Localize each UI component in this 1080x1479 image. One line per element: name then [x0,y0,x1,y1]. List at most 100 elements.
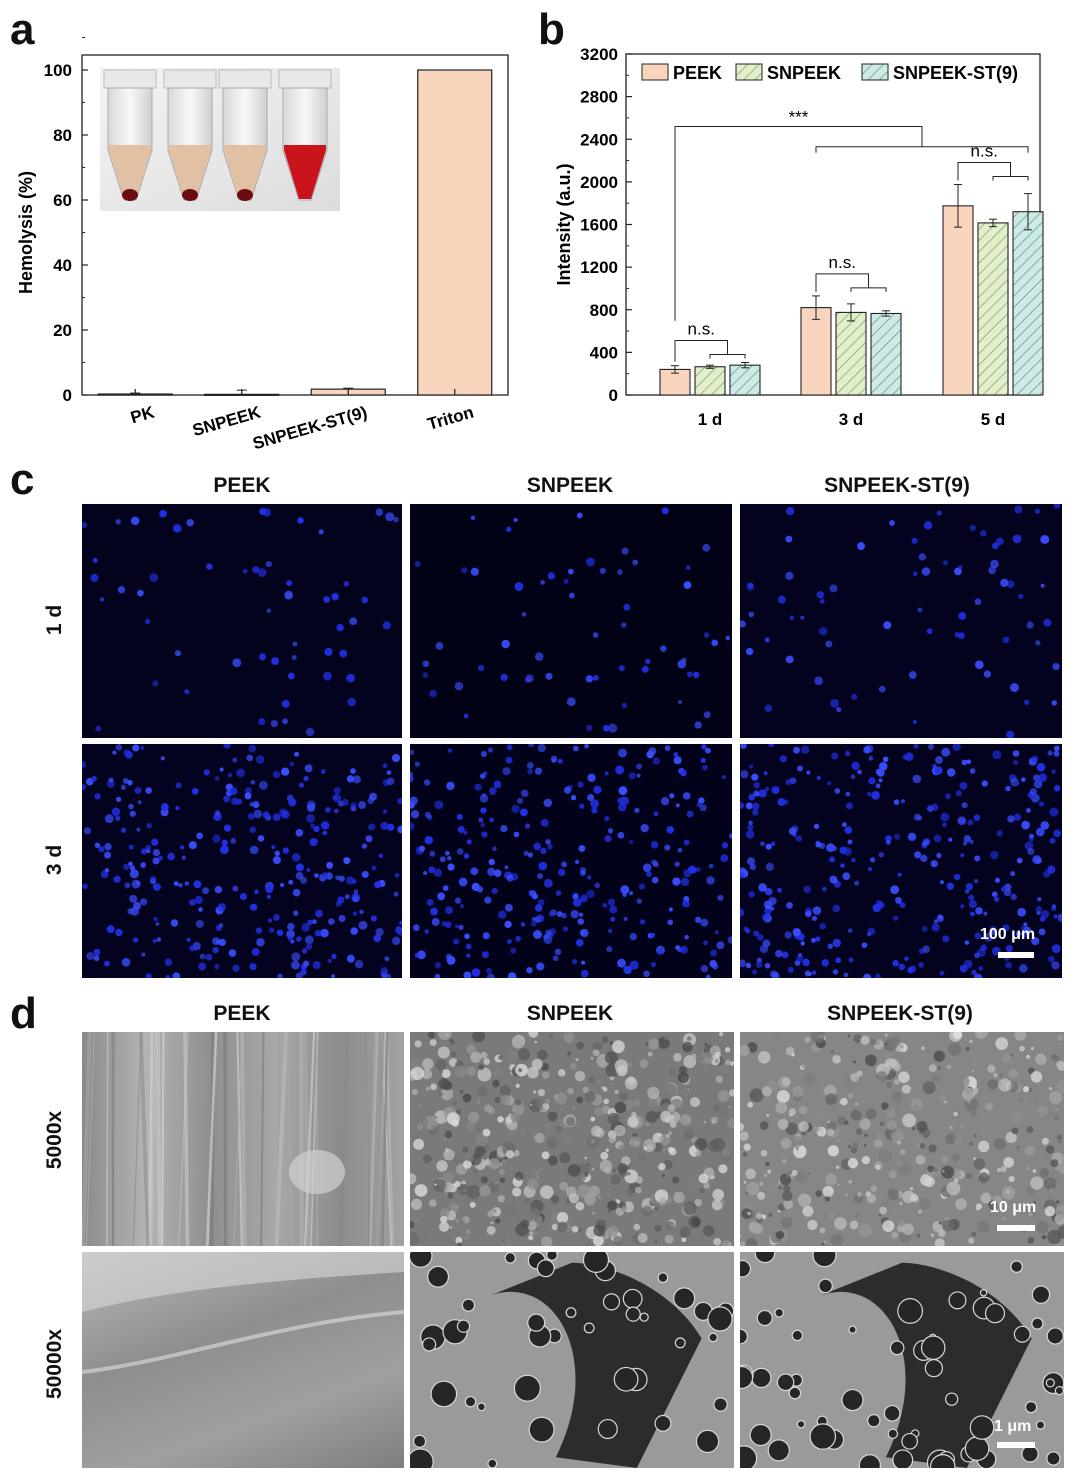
surface-grain [660,1110,672,1123]
surface-grain [498,1168,505,1176]
surface-grain [433,1178,447,1192]
cell-nucleus [288,798,297,807]
surface-grain [459,1089,464,1094]
sem-pore [883,1404,901,1422]
sem-pore [818,1278,833,1294]
cell-nucleus [305,943,313,950]
cell-nucleus [334,808,339,814]
surface-grain [537,1049,548,1061]
surface-grain [563,1032,575,1044]
cell-nucleus [397,797,402,805]
cell-nucleus [811,937,816,943]
surface-grain [1005,1131,1017,1144]
sem-pore [754,1252,776,1264]
cell-nucleus [295,829,304,837]
cell-nucleus [578,844,586,852]
surface-grain [1052,1169,1062,1179]
surface-grain [437,1032,452,1040]
surface-grain [919,1142,926,1149]
cell-nucleus [322,830,328,836]
surface-grain [584,1193,597,1206]
cell-nucleus [346,954,355,963]
cell-nucleus [931,923,940,932]
cell-nucleus [358,801,367,809]
cell-nucleus [777,595,786,604]
panel-d-col-snpeek: SNPEEK [526,1002,614,1025]
sem-pore [751,1367,772,1389]
sem-pore [622,1288,643,1309]
surface-grain [480,1051,488,1059]
cell-nucleus [802,958,810,967]
surface-grain [998,1078,1012,1092]
cell-nucleus [461,567,468,574]
surface-grain [850,1072,859,1082]
cell-nucleus [586,875,592,880]
cell-nucleus [214,963,220,970]
cell-nucleus [704,747,711,754]
tube-cap [163,69,217,89]
sem-pore [1045,1378,1055,1388]
sem-pore [809,1423,837,1450]
surface-grain [801,1063,807,1069]
surface-grain [1036,1221,1049,1234]
surface-grain [551,1209,556,1214]
surface-grain [529,1103,532,1106]
cell-nucleus [1005,785,1011,792]
surface-grain [780,1137,792,1150]
surface-grain [886,1120,897,1131]
cell-nucleus [995,537,1004,546]
surface-grain [466,1044,476,1054]
cell-nucleus [629,932,638,941]
surface-grain [502,1159,506,1164]
cell-nucleus [851,858,856,863]
cell-nucleus [781,951,789,959]
cell-nucleus [128,844,134,850]
surface-grain [835,1165,840,1169]
cell-nucleus [1053,745,1060,752]
cell-nucleus [487,747,494,753]
cell-nucleus [212,937,221,946]
cell-nucleus [194,895,203,904]
surface-grain [476,1085,488,1097]
cell-nucleus [380,967,389,976]
cell-nucleus [1012,750,1020,757]
surface-grain [823,1240,827,1244]
cell-nucleus [934,766,943,775]
surface-grain [517,1048,531,1061]
cell-nucleus [680,945,688,954]
surface-grain [946,1064,952,1070]
cell-nucleus [983,911,988,916]
surface-grain [529,1231,534,1236]
surface-grain [447,1112,460,1126]
tube-liquid [109,145,151,199]
cell-nucleus [100,870,109,879]
cell-nucleus [480,807,487,814]
cell-nucleus [961,759,968,766]
cell-nucleus [520,922,526,927]
cell-nucleus [91,775,97,782]
cell-nucleus [897,872,902,877]
cell-nucleus [331,974,336,978]
surface-grain [959,1123,965,1128]
cell-nucleus [375,927,384,937]
surface-grain [922,1081,936,1095]
cell-nucleus [968,894,975,901]
surface-grain [1016,1146,1020,1149]
cell-nucleus [927,744,935,750]
cell-nucleus [442,885,449,891]
sem-streak [369,1032,379,1246]
cell-nucleus [702,543,711,552]
surface-grain [423,1049,431,1057]
cell-nucleus [939,880,945,885]
cell-nucleus [429,689,437,698]
cell-nucleus [256,755,265,764]
cell-nucleus [186,518,194,527]
surface-grain [1026,1126,1034,1133]
cell-nucleus [900,799,906,804]
surface-grain [456,1207,462,1213]
cell-nucleus [391,753,401,763]
cell-nucleus [298,782,305,788]
surface-grain [410,1066,425,1080]
fluorescence-snpeek-3d [410,744,732,978]
cell-nucleus [1019,964,1028,973]
